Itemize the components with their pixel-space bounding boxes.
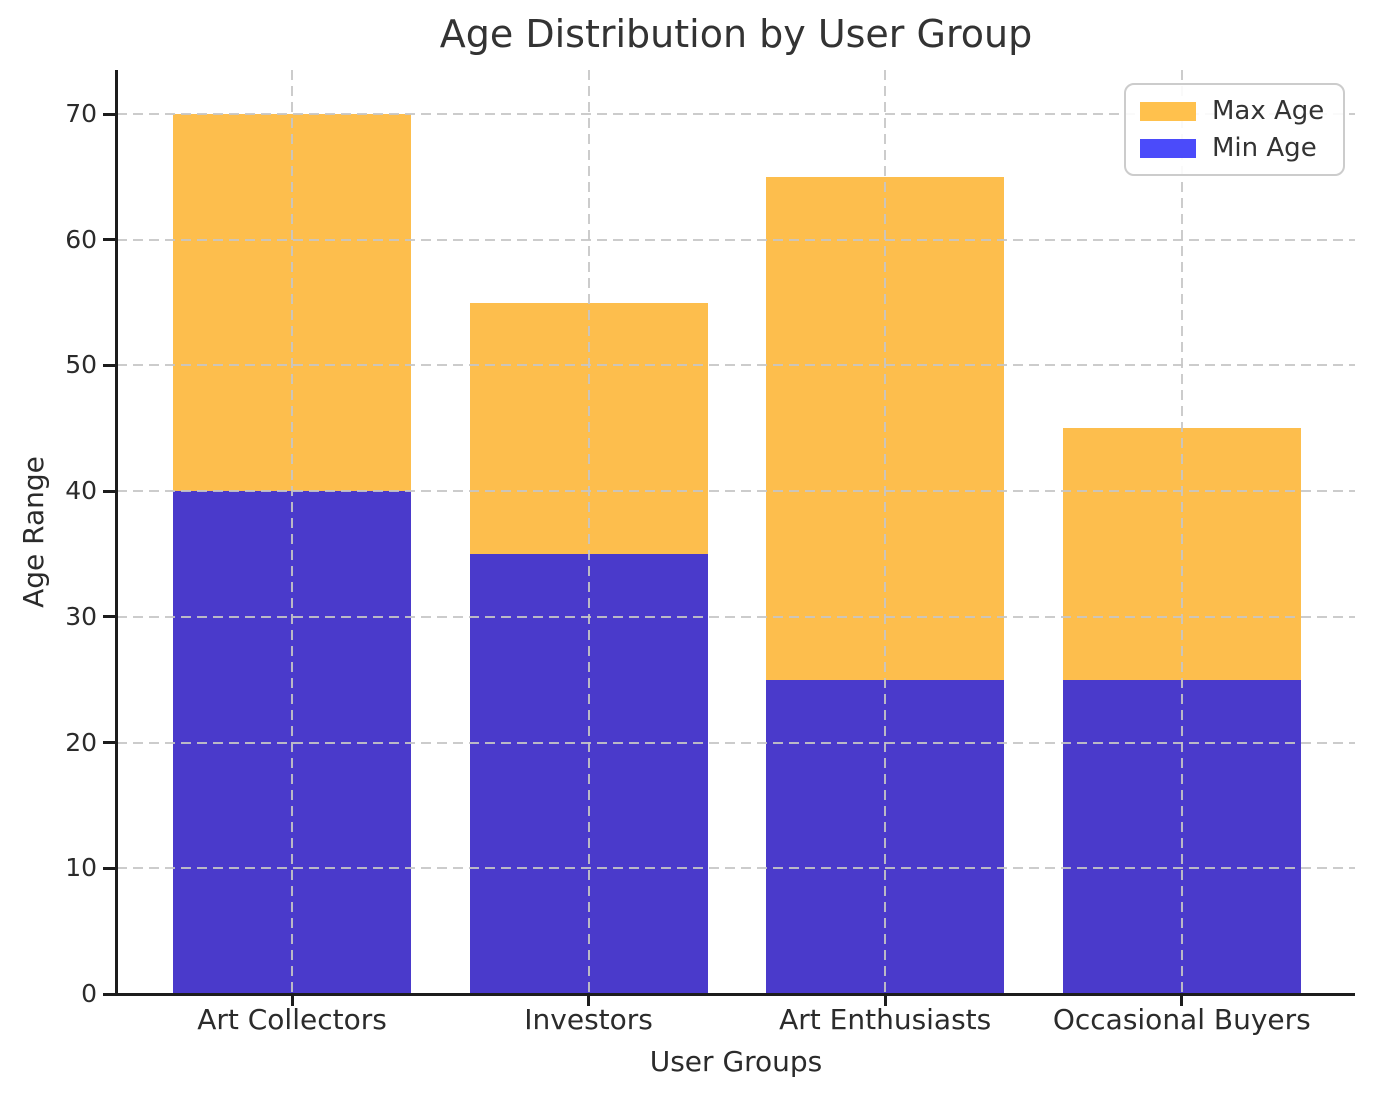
gridline-horizontal	[117, 364, 1355, 367]
x-tick-label: Investors	[524, 1003, 653, 1036]
gridline-vertical	[291, 70, 293, 994]
x-tick-label: Art Enthusiasts	[779, 1003, 992, 1036]
y-tick-mark	[103, 238, 116, 242]
x-tick-mark	[1180, 996, 1184, 1006]
x-tick-label: Occasional Buyers	[1052, 1003, 1311, 1036]
y-tick-mark	[103, 112, 116, 116]
x-tick-mark	[587, 996, 591, 1006]
y-tick-mark	[103, 615, 116, 619]
y-tick-label: 20	[65, 727, 97, 757]
y-tick-label: 40	[65, 476, 97, 506]
x-axis-spine	[115, 993, 1355, 996]
y-tick-mark	[103, 741, 116, 745]
legend-item: Max Age	[1140, 96, 1329, 126]
gridline-vertical	[1180, 70, 1183, 994]
y-tick-label: 0	[81, 979, 97, 1008]
x-tick-mark	[883, 996, 887, 1006]
y-tick-label: 10	[65, 853, 97, 883]
y-axis-spine	[115, 70, 118, 996]
gridline-vertical	[884, 70, 887, 994]
y-tick-mark	[103, 992, 116, 996]
legend: Max Age Min Age	[1124, 83, 1345, 176]
legend-swatch-max-age	[1140, 101, 1196, 121]
legend-swatch-min-age	[1140, 138, 1196, 158]
y-tick-label: 70	[65, 99, 97, 128]
legend-label: Max Age	[1212, 96, 1325, 126]
y-axis-label: Age Range	[17, 456, 50, 608]
gridline-vertical	[587, 70, 590, 994]
y-tick-label: 60	[65, 224, 97, 254]
y-tick-mark	[103, 866, 116, 870]
gridline-horizontal	[117, 741, 1355, 744]
y-tick-mark	[103, 489, 116, 493]
gridline-horizontal	[117, 238, 1355, 241]
gridline-horizontal	[117, 113, 1355, 115]
x-axis-label: User Groups	[649, 1045, 823, 1078]
gridline-horizontal	[117, 867, 1355, 870]
y-tick-label: 30	[65, 601, 97, 631]
y-tick-mark	[103, 363, 116, 367]
x-tick-mark	[290, 996, 294, 1006]
x-tick-label: Art Collectors	[197, 1003, 387, 1036]
chart-title: Age Distribution by User Group	[439, 12, 1033, 56]
gridline-horizontal	[117, 490, 1355, 493]
y-tick-label: 50	[65, 350, 97, 380]
legend-label: Min Age	[1212, 133, 1317, 163]
legend-item: Min Age	[1140, 133, 1329, 163]
gridline-horizontal	[117, 615, 1355, 618]
